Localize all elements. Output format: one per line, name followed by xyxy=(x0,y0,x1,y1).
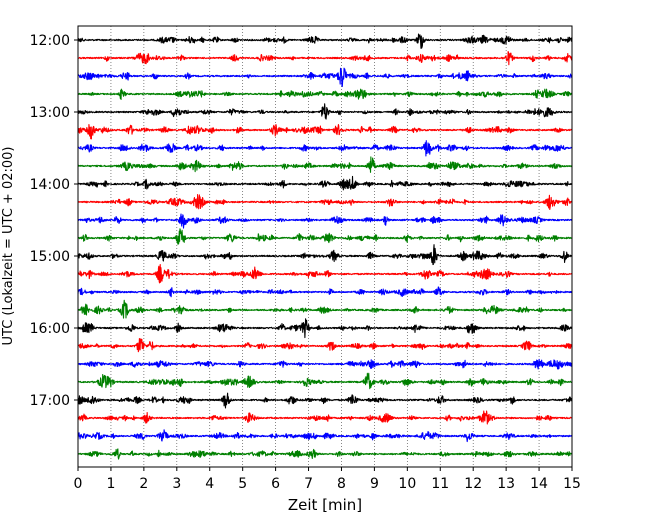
y-tick-label: 12:00 xyxy=(30,33,70,49)
seismic-trace-line xyxy=(77,392,573,409)
seismic-trace-line xyxy=(77,299,573,319)
x-tick-label: 5 xyxy=(238,476,247,492)
x-axis-ticks: 0 1 2 3 4 5 6 7 8 9 10 11 12 13 14 15 xyxy=(74,467,581,492)
plot-frame xyxy=(77,25,573,468)
seismic-trace-line xyxy=(77,175,573,191)
seismic-trace-line xyxy=(77,286,573,298)
x-tick-label: 14 xyxy=(530,476,548,492)
x-tick-label: 4 xyxy=(205,476,214,492)
y-tick-label: 16:00 xyxy=(30,321,70,337)
seismic-trace-line xyxy=(77,213,573,229)
y-tick-label: 13:00 xyxy=(30,105,70,121)
seismic-trace-line xyxy=(77,228,573,245)
seismic-trace-line xyxy=(77,448,573,460)
y-axis-ticks: 12:00 13:00 14:00 15:00 16:00 17:00 xyxy=(30,33,78,409)
x-tick-label: 0 xyxy=(74,476,83,492)
x-tick-label: 7 xyxy=(304,476,313,492)
seismic-trace-line xyxy=(77,123,573,140)
x-tick-label: 15 xyxy=(563,476,581,492)
seismic-trace-line xyxy=(77,358,573,370)
seismic-trace-line xyxy=(77,264,573,284)
seismic-trace-line xyxy=(77,372,573,390)
y-tick-label: 17:00 xyxy=(30,393,70,409)
y-tick-label: 14:00 xyxy=(30,177,70,193)
y-axis-label: UTC (Lokalzeit = UTC + 02:00) xyxy=(1,147,16,346)
seismic-trace-line xyxy=(77,244,573,266)
seismic-trace-line xyxy=(77,51,573,66)
seismic-trace-line xyxy=(77,410,573,425)
seismic-trace-line xyxy=(77,103,573,120)
y-tick-label: 15:00 xyxy=(30,249,70,265)
seismic-trace-line xyxy=(77,318,573,339)
seismic-trace-line xyxy=(77,194,573,211)
x-tick-label: 11 xyxy=(431,476,449,492)
x-tick-label: 3 xyxy=(172,476,181,492)
x-tick-label: 9 xyxy=(370,476,379,492)
x-tick-label: 13 xyxy=(497,476,515,492)
x-tick-label: 10 xyxy=(398,476,416,492)
x-tick-label: 6 xyxy=(271,476,280,492)
x-tick-label: 1 xyxy=(106,476,115,492)
seismic-traces xyxy=(77,33,573,460)
x-tick-label: 8 xyxy=(337,476,346,492)
seismic-trace-line xyxy=(77,140,573,157)
x-tick-label: 2 xyxy=(139,476,148,492)
x-tick-label: 12 xyxy=(464,476,482,492)
x-axis-label: Zeit [min] xyxy=(288,496,362,514)
seismic-trace-line xyxy=(77,156,573,173)
seismic-trace-line xyxy=(77,337,573,353)
seismic-trace-line xyxy=(77,88,573,101)
seismic-trace-line xyxy=(77,429,573,443)
seismic-trace-line xyxy=(77,33,573,49)
seismic-trace-line xyxy=(77,67,573,88)
